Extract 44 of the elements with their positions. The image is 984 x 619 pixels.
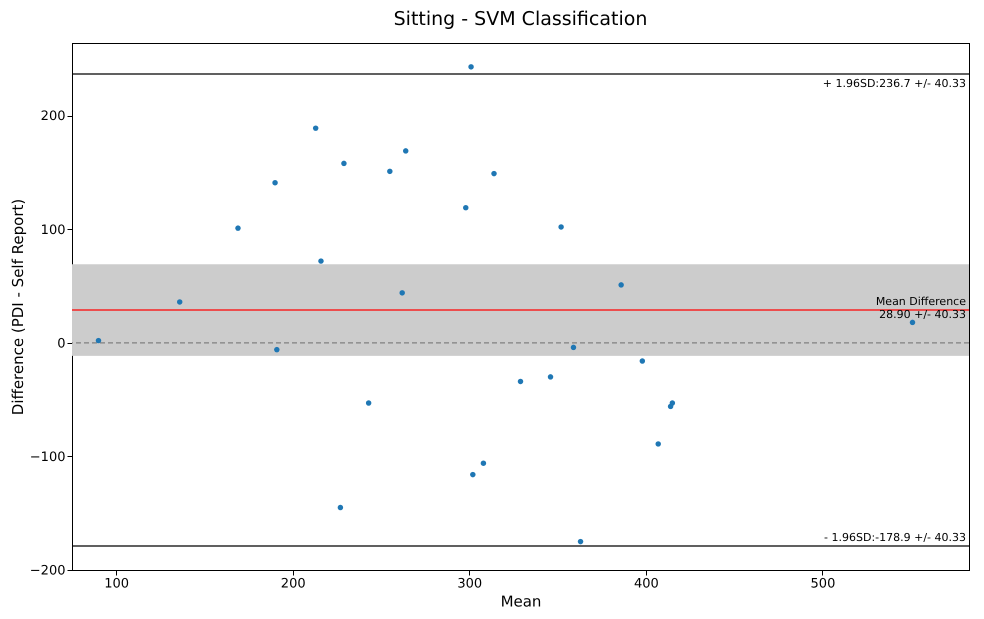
point <box>312 125 318 131</box>
y-axis-title: Difference (PDI - Self Report) <box>8 198 27 416</box>
y-tick-label: 100 <box>40 222 66 238</box>
point <box>910 320 916 326</box>
point <box>670 400 676 406</box>
ref-line-label: Mean Difference 28.90 +/- 40.33 <box>876 295 966 322</box>
y-tick-label: −200 <box>30 564 66 578</box>
point <box>618 282 624 288</box>
point <box>341 160 347 166</box>
x-tick-label: 200 <box>280 576 306 592</box>
point <box>176 299 182 305</box>
point <box>235 225 241 231</box>
point <box>399 290 405 296</box>
y-tick-label: −100 <box>30 450 66 465</box>
y-tick-label: 200 <box>40 109 66 124</box>
x-tick-label: 100 <box>104 576 130 592</box>
point <box>366 400 372 406</box>
x-axis-title: Mean <box>500 592 542 610</box>
point <box>548 374 554 380</box>
y-tick-label: 0 <box>57 336 66 352</box>
point <box>470 472 476 478</box>
point <box>96 338 102 344</box>
ref-line-label: - 1.96SD:-178.9 +/- 40.33 <box>824 531 966 544</box>
point <box>272 180 278 186</box>
point <box>468 64 474 70</box>
point <box>463 204 468 210</box>
point <box>274 346 280 352</box>
x-tick-label: 300 <box>457 576 482 592</box>
point <box>480 460 486 466</box>
chart-title: Sitting - SVM Classification <box>394 8 648 30</box>
point <box>655 441 661 447</box>
point <box>518 378 524 384</box>
point <box>640 358 646 364</box>
x-tick-label: 500 <box>810 576 836 592</box>
point <box>402 148 408 154</box>
point <box>578 538 584 544</box>
point <box>338 504 344 510</box>
point <box>570 344 576 350</box>
x-tick-label: 400 <box>634 576 659 592</box>
point <box>558 224 564 230</box>
point <box>491 170 497 176</box>
point <box>318 258 324 264</box>
ref-line-label: + 1.96SD:236.7 +/- 40.33 <box>822 77 966 90</box>
point <box>387 168 393 174</box>
